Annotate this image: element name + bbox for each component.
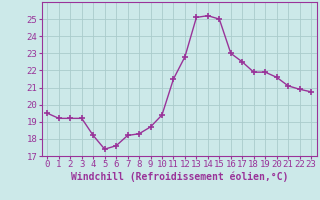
X-axis label: Windchill (Refroidissement éolien,°C): Windchill (Refroidissement éolien,°C) bbox=[70, 172, 288, 182]
